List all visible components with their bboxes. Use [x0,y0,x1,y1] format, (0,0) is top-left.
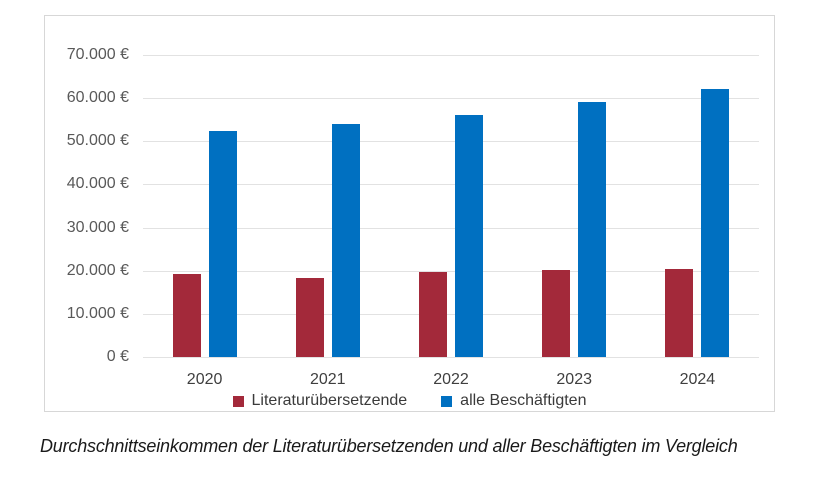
gridline [143,270,759,272]
gridline [143,141,759,143]
y-tick-label: 30.000 € [66,218,129,236]
gridline [143,98,759,100]
legend-swatch-icon [441,395,453,407]
legend: Literaturübersetzende alle Beschäftigten [45,392,774,410]
bar [295,277,324,357]
y-tick-label: 10.000 € [66,304,129,322]
gridline [143,55,759,56]
gridline [143,184,759,186]
bar [701,88,730,357]
legend-item: alle Beschäftigten [441,392,586,410]
bar-group-2022 [389,55,512,357]
x-tick-label: 2021 [309,371,346,388]
bar [665,269,694,357]
bar [454,114,483,357]
x-tick-label: 2022 [433,371,469,388]
legend-item: Literaturübersetzende [232,392,408,410]
bar [418,272,447,357]
bar [578,102,607,357]
bar-group-2020 [143,55,266,357]
bar [331,124,360,357]
bar [542,270,571,357]
bar-group-2021 [266,55,389,357]
legend-label: alle Beschäftigten [460,392,587,409]
gridline [143,357,759,358]
bar [208,130,237,357]
x-axis: 2020 2021 2022 2023 2024 [143,371,759,391]
x-tick-label: 2020 [186,371,223,388]
y-tick-label: 0 € [106,348,129,365]
gridline [143,227,759,229]
legend-swatch-icon [232,395,244,407]
y-tick-label: 70.000 € [66,46,129,63]
x-tick-label: 2023 [556,371,592,388]
x-tick-label: 2024 [679,371,716,388]
bar-group-2024 [636,55,759,357]
bar-group-2023 [513,55,636,357]
y-tick-label: 50.000 € [66,132,129,150]
chart-container: 0 € 10.000 € 20.000 € 30.000 € 40.000 € 50.00… [44,15,775,412]
bar [172,274,201,357]
y-tick-label: 20.000 € [66,261,129,279]
y-tick-label: 60.000 € [66,89,129,107]
plot-area: 0 € 10.000 € 20.000 € 30.000 € 40.000 € 50.00… [67,46,759,365]
legend-label: Literaturübersetzende [251,392,408,409]
chart-caption: Durchschnittseinkommen der Literaturüber… [40,436,738,456]
y-tick-label: 40.000 € [66,175,129,193]
gridline [143,313,759,315]
